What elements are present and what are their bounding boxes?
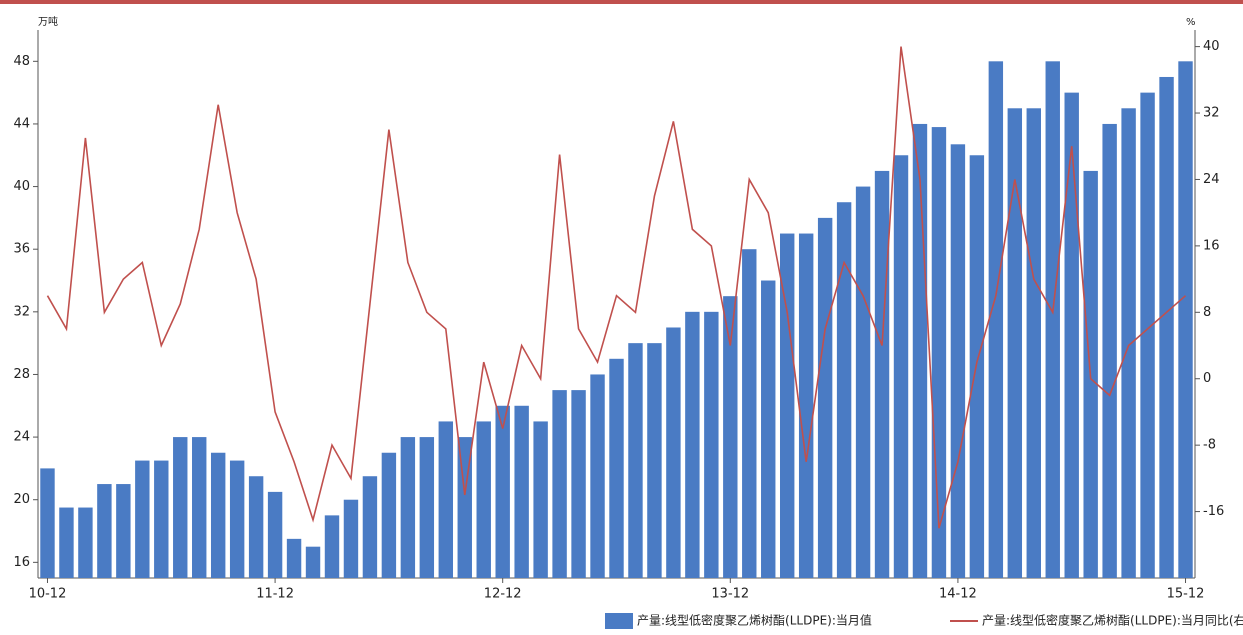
bar [324, 515, 340, 578]
x-tick-label: 13-12 [711, 587, 749, 602]
bar [855, 186, 871, 579]
bar [1064, 92, 1079, 578]
bar [893, 155, 909, 578]
bar [1026, 108, 1041, 579]
bar [97, 484, 112, 578]
y-tick-label: 32 [13, 304, 30, 319]
bar [761, 280, 776, 578]
bar [40, 468, 55, 578]
bar [1159, 76, 1174, 578]
bar [343, 499, 359, 578]
bar [666, 327, 681, 578]
bar [969, 155, 985, 578]
bar [438, 421, 454, 578]
bar [192, 437, 207, 578]
top-strip [0, 0, 1243, 4]
y-tick-label: 28 [13, 367, 30, 382]
bar [229, 460, 245, 578]
y2-tick-label: 0 [1203, 371, 1211, 386]
bar [381, 452, 397, 578]
y2-tick-label: 32 [1203, 106, 1220, 121]
bar [495, 405, 510, 578]
y-tick-label: 44 [13, 116, 30, 131]
y2-tick-label: -16 [1203, 504, 1224, 519]
bar [1045, 61, 1060, 579]
bar [305, 546, 321, 578]
bar [400, 437, 416, 578]
bar [514, 405, 529, 578]
x-tick-label: 15-12 [1167, 587, 1205, 602]
bar [742, 249, 757, 578]
bar [419, 437, 435, 578]
y-tick-label: 16 [13, 555, 30, 570]
bar [1121, 108, 1136, 579]
y-tick-label: 24 [13, 430, 30, 445]
bar [173, 437, 188, 578]
x-tick-label: 11-12 [256, 587, 294, 602]
bar [950, 144, 966, 578]
bar [286, 538, 302, 578]
y2-tick-label: 8 [1203, 305, 1211, 320]
bar [135, 460, 150, 578]
x-tick-label: 14-12 [939, 587, 977, 602]
bar [988, 61, 1004, 579]
y-tick-label: 48 [13, 54, 30, 69]
bar [552, 390, 567, 578]
bar [1140, 92, 1155, 578]
y2-tick-label: -8 [1203, 438, 1216, 453]
bar [874, 170, 890, 578]
legend-label: 产量:线型低密度聚乙烯树酯(LLDPE):当月同比(右轴) [982, 613, 1243, 628]
x-tick-label: 10-12 [29, 587, 67, 602]
bar [59, 507, 74, 578]
y-tick-label: 36 [13, 242, 30, 257]
bar [116, 484, 131, 578]
y-unit: 万吨 [38, 15, 58, 28]
bar [723, 296, 738, 578]
bar [248, 476, 264, 578]
bar [685, 311, 700, 578]
bar [210, 452, 226, 578]
bar [779, 233, 795, 579]
x-tick-label: 12-12 [484, 587, 522, 602]
y2-unit: % [1186, 17, 1196, 28]
legend-label: 产量:线型低密度聚乙烯树酯(LLDPE):当月值 [637, 613, 872, 628]
bar [1102, 123, 1117, 578]
bar [817, 217, 833, 578]
y2-tick-label: 24 [1203, 172, 1220, 187]
bar [476, 421, 491, 578]
bar [836, 202, 852, 578]
bar [704, 311, 719, 578]
y2-tick-label: 16 [1203, 238, 1220, 253]
bar [1178, 61, 1193, 579]
bar [362, 476, 378, 578]
legend-swatch [605, 613, 633, 629]
bar [609, 358, 624, 578]
bar [533, 421, 548, 578]
bar [798, 233, 814, 579]
bar [154, 460, 169, 578]
bar [571, 390, 586, 578]
bar [628, 343, 643, 578]
bar [590, 374, 605, 578]
line [46, 46, 1187, 529]
bar [1007, 108, 1023, 579]
bar [267, 491, 283, 578]
bar [78, 507, 93, 578]
y-tick-label: 40 [13, 179, 30, 194]
y2-tick-label: 40 [1203, 39, 1220, 54]
bar [647, 343, 662, 578]
y-tick-label: 20 [13, 492, 30, 507]
